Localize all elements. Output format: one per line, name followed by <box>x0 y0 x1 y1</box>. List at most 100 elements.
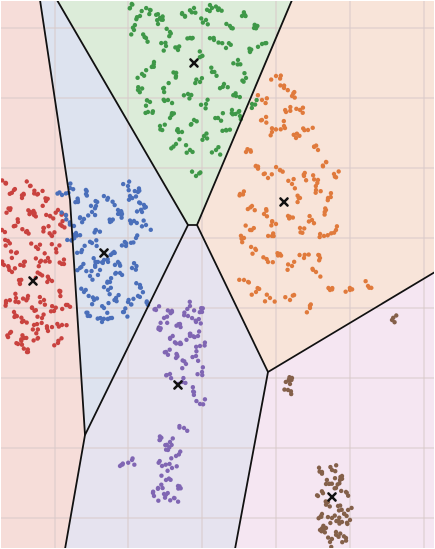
point-series-3-21-j2 <box>248 205 253 210</box>
point-series-3-38-j2 <box>264 292 270 297</box>
point-series-3-16-j2 <box>291 176 296 182</box>
point-series-1-7-j0 <box>126 187 131 193</box>
point-series-3-45-j1 <box>310 173 316 178</box>
point-series-2-40 <box>179 129 185 135</box>
point-series-2-0-j2 <box>130 2 135 7</box>
point-series-2-45-j0 <box>183 142 189 148</box>
point-series-2-44-j2 <box>171 144 176 149</box>
point-series-0-48-j0 <box>38 258 44 264</box>
point-series-1-40-j2 <box>95 316 100 321</box>
point-series-2-0-j0 <box>127 6 132 11</box>
point-series-1-48-j2 <box>101 284 107 290</box>
point-series-2-29-j2 <box>173 70 179 76</box>
point-series-5-14-j2 <box>333 532 339 538</box>
point-series-0-32 <box>39 315 45 321</box>
point-series-1-23-j2 <box>123 241 129 246</box>
point-series-4-27-j0 <box>156 498 161 503</box>
point-series-4-22-j0 <box>163 447 169 452</box>
point-series-5-17-j1 <box>319 529 324 534</box>
point-series-3-26-j1 <box>307 213 312 219</box>
point-series-5-15-j0 <box>340 539 345 545</box>
point-series-0-14-j0 <box>2 237 8 243</box>
point-series-1-43-j1 <box>93 259 98 265</box>
point-series-2-27-j2 <box>144 98 150 103</box>
point-series-4-24 <box>169 465 175 471</box>
point-series-4-26-j0 <box>155 486 161 491</box>
point-series-1-43-j0 <box>99 260 105 265</box>
point-series-4-20-j1 <box>200 402 206 407</box>
point-series-3-31-j0 <box>261 255 266 260</box>
point-series-3-4-j2 <box>258 118 264 123</box>
point-series-2-37-j1 <box>213 115 218 121</box>
data-points <box>0 1 399 549</box>
point-series-1-42-j1 <box>120 309 126 315</box>
point-series-3-49-j1 <box>295 193 300 198</box>
point-series-3-16-j0 <box>286 178 291 184</box>
point-series-3-30-j1 <box>253 246 258 252</box>
point-series-5-10-j2 <box>316 516 321 521</box>
point-series-5-20-j2 <box>283 379 289 385</box>
point-series-1-26 <box>87 273 93 279</box>
point-series-4-5-j1 <box>198 321 203 326</box>
point-series-1-8-j1 <box>133 194 139 199</box>
point-series-0-6-j2 <box>6 206 11 211</box>
point-series-2-34-j1 <box>231 93 236 98</box>
point-series-2-44-j0 <box>177 137 182 142</box>
point-series-3-24-j2 <box>287 214 292 219</box>
point-series-0-35-j1 <box>5 334 11 340</box>
point-series-3-41-j1 <box>330 285 335 291</box>
point-series-5-5-j1 <box>344 490 349 495</box>
point-series-1-25-j0 <box>75 268 80 273</box>
point-series-3-0-j2 <box>277 76 283 81</box>
point-series-2-16-j2 <box>247 48 253 54</box>
point-series-0-36-j2 <box>19 342 25 347</box>
point-series-5-19 <box>347 517 353 523</box>
point-series-2-46-j0 <box>200 137 205 143</box>
point-series-0-5-j2 <box>43 196 48 201</box>
point-series-3-14 <box>265 175 271 181</box>
point-series-1-44-j1 <box>112 262 118 268</box>
centroid-stroke-b-3 <box>279 197 289 207</box>
point-series-3-25 <box>297 225 303 231</box>
point-series-2-6-j1 <box>159 17 164 22</box>
point-series-2-53-j1 <box>254 97 259 103</box>
point-series-5-9-j1 <box>349 505 354 511</box>
point-series-3-9 <box>315 147 321 153</box>
point-series-3-49-j2 <box>295 199 300 205</box>
point-series-0-27-j2 <box>67 304 73 309</box>
point-series-4-9-j1 <box>173 341 179 346</box>
point-series-1-35-j2 <box>114 298 119 304</box>
point-series-0-28-j1 <box>7 297 13 303</box>
point-series-1-49-j1 <box>85 213 91 218</box>
point-series-4-23-j2 <box>169 456 174 461</box>
point-series-1-36-j2 <box>129 302 134 307</box>
point-series-1-17-j2 <box>134 209 140 214</box>
point-series-5-11-j2 <box>325 514 331 520</box>
point-series-2-47-j2 <box>216 144 221 150</box>
point-series-4-14-j2 <box>180 366 185 371</box>
point-series-0-40-j1 <box>59 336 64 341</box>
point-series-5-19-j0 <box>344 513 349 519</box>
point-series-5-22-j0 <box>394 313 399 318</box>
point-series-1-40 <box>99 319 105 325</box>
point-series-0-42-j1 <box>30 327 36 332</box>
point-series-3-8-j2 <box>310 125 315 131</box>
point-series-0-26-j2 <box>58 289 63 294</box>
point-series-1-8-j2 <box>136 186 142 191</box>
point-series-4-10-j1 <box>187 331 193 337</box>
point-series-5-1-j2 <box>328 464 333 470</box>
point-series-0-23-j2 <box>24 298 29 303</box>
point-series-4-14-j1 <box>182 359 187 364</box>
point-series-1-38-j2 <box>144 300 149 305</box>
point-series-4-36-j2 <box>185 306 190 312</box>
point-series-3-15-j2 <box>277 167 283 173</box>
point-series-1-15-j0 <box>119 215 124 220</box>
point-series-1-49 <box>89 209 95 215</box>
point-series-4-34-j2 <box>120 461 126 466</box>
centroid-stroke-b-1 <box>99 248 109 258</box>
point-series-1-7 <box>125 183 131 189</box>
point-series-4-25-j2 <box>166 476 172 481</box>
point-series-0-36-j1 <box>14 340 19 346</box>
point-series-2-40-j2 <box>174 128 180 133</box>
